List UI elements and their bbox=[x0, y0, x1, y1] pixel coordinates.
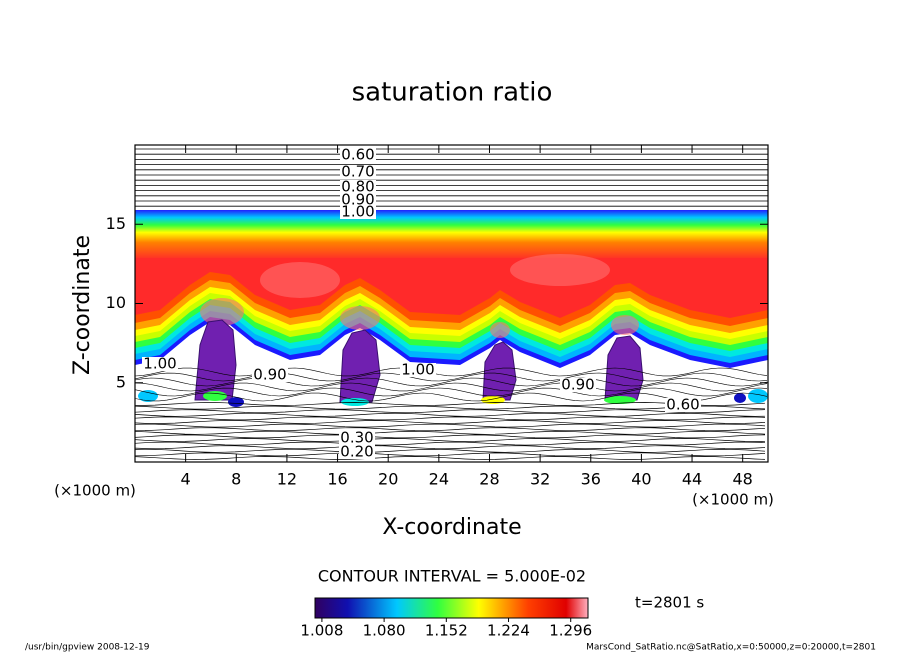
contour-line bbox=[135, 409, 766, 414]
contour-label: 1.00 bbox=[143, 355, 176, 373]
x-tick-label: 12 bbox=[277, 470, 297, 489]
contour-line bbox=[135, 438, 766, 442]
contour-label: 0.70 bbox=[341, 163, 374, 181]
colorbar-tick-label: 1.296 bbox=[549, 622, 592, 640]
x-tick-label: 16 bbox=[327, 470, 347, 489]
y-tick-label: 5 bbox=[116, 372, 126, 391]
contour-line bbox=[135, 456, 766, 460]
contour-label-bg bbox=[339, 445, 375, 459]
cloud-region bbox=[604, 335, 644, 401]
contour-label-bg bbox=[252, 368, 288, 382]
contour-label: 1.00 bbox=[401, 361, 434, 379]
field-highlight bbox=[611, 315, 639, 335]
colorbar-tick-label: 1.224 bbox=[487, 622, 530, 640]
colorbar bbox=[314, 597, 589, 619]
x-tick-label: 8 bbox=[231, 470, 241, 489]
field-highlight bbox=[510, 254, 610, 286]
contour-field: 0.600.700.800.901.001.000.90 1.000.900.60… bbox=[135, 146, 768, 461]
x-tick-label: 24 bbox=[429, 470, 449, 489]
colorbar-tick-label: 1.080 bbox=[363, 622, 406, 640]
contour-line bbox=[135, 367, 768, 377]
contour-label: 0.90 bbox=[561, 376, 594, 394]
field-blob bbox=[228, 397, 244, 407]
contour-line bbox=[135, 430, 766, 435]
contour-line bbox=[135, 416, 766, 421]
field-blob bbox=[734, 393, 746, 403]
y-tick-label: 15 bbox=[106, 214, 126, 233]
contour-label-bg bbox=[340, 165, 376, 179]
contour-line bbox=[135, 412, 766, 417]
contour-line bbox=[135, 377, 768, 387]
field-blob bbox=[203, 391, 227, 401]
contour-line bbox=[135, 402, 766, 406]
contour-line bbox=[135, 448, 766, 453]
field-band bbox=[135, 210, 768, 260]
contour-label: 0.60 bbox=[666, 396, 699, 414]
contour-line bbox=[135, 387, 768, 397]
x-unit-label: (×1000 m) bbox=[692, 491, 774, 509]
contour-label-bg bbox=[142, 357, 178, 371]
x-tick-label: 32 bbox=[530, 470, 550, 489]
contour-line bbox=[135, 441, 766, 446]
contour-line bbox=[135, 372, 768, 382]
contour-label-bg bbox=[339, 431, 375, 445]
contour-label: 0.80 bbox=[341, 178, 374, 196]
x-tick-label: 36 bbox=[581, 470, 601, 489]
y-axis-label: Z-coordinate bbox=[70, 235, 95, 375]
contour-line bbox=[135, 452, 766, 457]
colorbar-tick-label: 1.008 bbox=[300, 622, 343, 640]
field-blob bbox=[748, 389, 768, 403]
x-tick-label: 28 bbox=[479, 470, 499, 489]
footer-left: /usr/bin/gpview 2008-12-19 bbox=[25, 643, 150, 653]
x-tick-label: 40 bbox=[631, 470, 651, 489]
field-highlight bbox=[490, 322, 510, 338]
contour-label: 0.20 bbox=[340, 443, 373, 461]
contour-label: 0.90 bbox=[341, 191, 374, 209]
colorbar-tick-label: 1.152 bbox=[425, 622, 468, 640]
contour-line bbox=[135, 427, 766, 432]
field-blob bbox=[604, 396, 636, 404]
field-highlight bbox=[200, 298, 244, 326]
x-tick-label: 4 bbox=[181, 470, 191, 489]
x-tick-label: 20 bbox=[378, 470, 398, 489]
contour-label: 1.00 bbox=[341, 203, 374, 221]
cloud-region bbox=[194, 319, 237, 401]
contour-label: 0.60 bbox=[341, 146, 374, 164]
contour-line bbox=[135, 445, 766, 450]
field-highlight bbox=[260, 262, 340, 298]
field-blob bbox=[138, 390, 158, 402]
contour-label-bg bbox=[340, 180, 376, 194]
contour-label-bg bbox=[340, 193, 376, 207]
x-tick-label: 48 bbox=[733, 470, 753, 489]
contour-label-bg bbox=[340, 148, 376, 162]
contour-line bbox=[135, 392, 768, 402]
contour-label-bg bbox=[560, 378, 596, 392]
contour-label-bg bbox=[340, 205, 376, 219]
contour-interval: CONTOUR INTERVAL = 5.000E-02 bbox=[318, 567, 586, 586]
footer-right: MarsCond_SatRatio.nc@SatRatio,x=0:50000,… bbox=[586, 643, 876, 653]
cloud-region bbox=[339, 329, 381, 403]
x-tick-label: 44 bbox=[682, 470, 702, 489]
contour-label-bg bbox=[400, 363, 436, 377]
contour-label-bg bbox=[665, 398, 701, 412]
contour-line bbox=[135, 405, 766, 410]
contour-label: 0.90 bbox=[253, 366, 286, 384]
contour-label: 0.30 bbox=[340, 429, 373, 447]
field-highlight bbox=[340, 306, 380, 330]
y-unit-label: (×1000 m) bbox=[54, 482, 136, 500]
contour-line bbox=[135, 382, 768, 392]
contour-line bbox=[135, 434, 766, 439]
x-axis-label: X-coordinate bbox=[382, 515, 521, 540]
cloud-region bbox=[482, 341, 517, 401]
contour-line bbox=[135, 420, 766, 424]
chart-title: saturation ratio bbox=[352, 78, 553, 108]
time-label: t=2801 s bbox=[635, 594, 704, 612]
contour-line bbox=[135, 423, 766, 428]
y-tick-label: 10 bbox=[106, 293, 126, 312]
field-blob bbox=[341, 398, 369, 406]
